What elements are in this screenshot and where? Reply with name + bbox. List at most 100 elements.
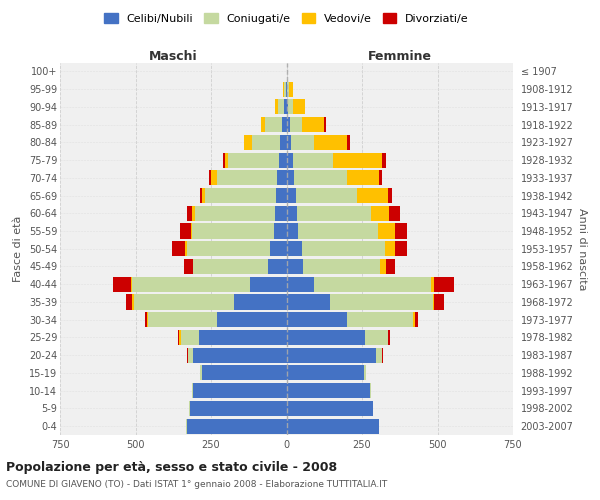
Bar xyxy=(284,82,286,96)
Bar xyxy=(287,276,314,292)
Bar xyxy=(224,152,227,168)
Bar xyxy=(358,188,388,203)
Bar xyxy=(181,330,199,345)
Bar xyxy=(388,330,390,345)
Bar xyxy=(192,206,195,221)
Bar xyxy=(293,152,334,168)
Bar xyxy=(244,135,252,150)
Bar xyxy=(413,312,415,327)
Bar xyxy=(287,135,291,150)
Bar xyxy=(287,117,290,132)
Bar xyxy=(365,330,388,345)
Bar xyxy=(278,100,284,114)
Bar xyxy=(274,224,287,238)
Bar xyxy=(388,188,392,203)
Bar xyxy=(186,418,187,434)
Text: Maschi: Maschi xyxy=(149,50,197,62)
Bar xyxy=(364,366,366,380)
Bar xyxy=(279,152,287,168)
Bar xyxy=(330,294,433,310)
Bar xyxy=(386,259,395,274)
Bar xyxy=(287,418,379,434)
Bar xyxy=(211,170,217,186)
Bar xyxy=(187,348,188,362)
Bar xyxy=(193,348,287,362)
Bar xyxy=(133,294,134,310)
Bar xyxy=(202,188,205,203)
Bar xyxy=(347,135,350,150)
Bar xyxy=(302,241,385,256)
Bar xyxy=(113,276,131,292)
Bar xyxy=(287,206,297,221)
Bar xyxy=(284,100,287,114)
Bar xyxy=(188,348,193,362)
Bar xyxy=(324,117,326,132)
Bar xyxy=(185,241,187,256)
Bar xyxy=(382,348,383,362)
Bar xyxy=(431,276,434,292)
Y-axis label: Fasce di età: Fasce di età xyxy=(13,216,23,282)
Bar xyxy=(378,224,395,238)
Bar xyxy=(380,259,386,274)
Bar xyxy=(376,348,382,362)
Bar xyxy=(131,276,133,292)
Bar xyxy=(202,366,287,380)
Bar xyxy=(200,366,202,380)
Bar xyxy=(287,100,288,114)
Bar xyxy=(370,383,371,398)
Bar xyxy=(191,224,192,238)
Bar xyxy=(250,276,287,292)
Bar xyxy=(252,135,280,150)
Bar xyxy=(314,276,431,292)
Bar xyxy=(287,152,293,168)
Text: Popolazione per età, sesso e stato civile - 2008: Popolazione per età, sesso e stato civil… xyxy=(6,462,337,474)
Bar xyxy=(127,294,133,310)
Text: COMUNE DI GIAVENO (TO) - Dati ISTAT 1° gennaio 2008 - Elaborazione TUTTITALIA.IT: COMUNE DI GIAVENO (TO) - Dati ISTAT 1° g… xyxy=(6,480,387,489)
Bar xyxy=(287,82,289,96)
Bar xyxy=(276,188,287,203)
Bar xyxy=(297,206,371,221)
Bar xyxy=(434,294,443,310)
Bar xyxy=(275,100,278,114)
Bar xyxy=(217,170,277,186)
Bar xyxy=(145,312,147,327)
Bar xyxy=(187,206,192,221)
Bar xyxy=(223,152,224,168)
Bar xyxy=(314,135,347,150)
Bar xyxy=(192,224,274,238)
Bar xyxy=(302,117,324,132)
Bar xyxy=(287,348,376,362)
Text: Femmine: Femmine xyxy=(368,50,432,62)
Bar xyxy=(382,152,386,168)
Bar xyxy=(433,294,434,310)
Legend: Celibi/Nubili, Coniugati/e, Vedovi/e, Divorziati/e: Celibi/Nubili, Coniugati/e, Vedovi/e, Di… xyxy=(100,8,473,28)
Bar xyxy=(193,259,268,274)
Bar xyxy=(415,312,418,327)
Bar xyxy=(303,259,380,274)
Bar xyxy=(287,383,370,398)
Bar xyxy=(296,188,358,203)
Bar xyxy=(434,276,454,292)
Bar xyxy=(187,418,287,434)
Bar xyxy=(147,312,148,327)
Bar xyxy=(290,117,302,132)
Bar xyxy=(205,188,276,203)
Bar xyxy=(385,241,395,256)
Bar xyxy=(293,100,305,114)
Bar xyxy=(261,117,265,132)
Bar xyxy=(347,170,379,186)
Bar xyxy=(287,241,302,256)
Bar xyxy=(268,259,287,274)
Bar xyxy=(288,100,293,114)
Bar xyxy=(371,206,389,221)
Bar xyxy=(291,135,314,150)
Bar xyxy=(192,383,193,398)
Bar xyxy=(178,330,179,345)
Bar xyxy=(184,259,193,274)
Bar xyxy=(282,117,287,132)
Bar xyxy=(287,330,365,345)
Bar xyxy=(217,312,287,327)
Bar xyxy=(286,82,287,96)
Bar xyxy=(148,312,217,327)
Bar xyxy=(287,170,294,186)
